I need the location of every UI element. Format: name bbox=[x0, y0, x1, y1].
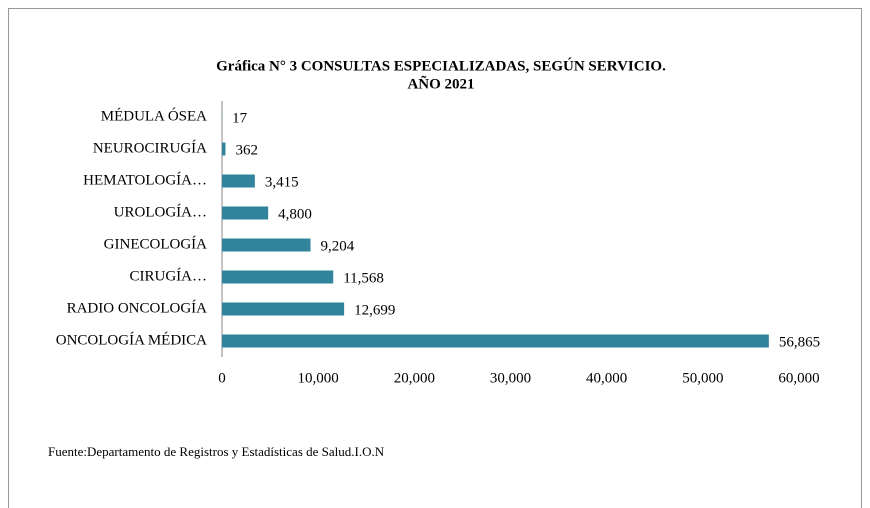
x-tick-label: 60,000 bbox=[778, 370, 819, 386]
x-tick-label: 20,000 bbox=[394, 370, 435, 386]
source-note: Fuente:Departamento de Registros y Estad… bbox=[48, 444, 385, 459]
y-tick-label: NEUROCIRUGÍA bbox=[93, 139, 207, 156]
y-tick-label: UROLOGÍA… bbox=[114, 203, 207, 220]
bar bbox=[222, 334, 769, 348]
bar bbox=[222, 238, 311, 252]
y-tick-label: HEMATOLOGÍA… bbox=[83, 171, 207, 188]
bar bbox=[222, 302, 345, 316]
y-tick-label: ONCOLOGÍA MÉDICA bbox=[56, 331, 207, 348]
x-tick-label: 0 bbox=[218, 370, 226, 386]
value-label: 362 bbox=[235, 142, 258, 158]
value-label: 3,415 bbox=[265, 174, 299, 190]
value-label: 12,699 bbox=[354, 302, 395, 318]
y-tick-label: GINECOLOGÍA bbox=[104, 235, 207, 252]
value-label: 11,568 bbox=[343, 270, 384, 286]
bar bbox=[222, 174, 255, 188]
value-label: 9,204 bbox=[321, 238, 355, 254]
y-tick-label: MÉDULA ÓSEA bbox=[101, 107, 207, 124]
x-tick-label: 10,000 bbox=[298, 370, 339, 386]
x-tick-label: 40,000 bbox=[586, 370, 627, 386]
chart-title: Gráfica N° 3 CONSULTAS ESPECIALIZADAS, S… bbox=[216, 57, 666, 74]
value-label: 4,800 bbox=[278, 206, 312, 222]
x-tick-label: 50,000 bbox=[682, 370, 723, 386]
value-label: 17 bbox=[232, 110, 248, 126]
value-label: 56,865 bbox=[779, 334, 820, 350]
chart-title: AÑO 2021 bbox=[407, 74, 474, 92]
bar bbox=[222, 142, 226, 156]
y-tick-label: CIRUGÍA… bbox=[130, 267, 208, 284]
frame bbox=[8, 8, 862, 508]
x-tick-label: 30,000 bbox=[490, 370, 531, 386]
bar bbox=[222, 270, 334, 284]
y-tick-label: RADIO ONCOLOGÍA bbox=[67, 299, 208, 316]
bar bbox=[222, 206, 269, 220]
